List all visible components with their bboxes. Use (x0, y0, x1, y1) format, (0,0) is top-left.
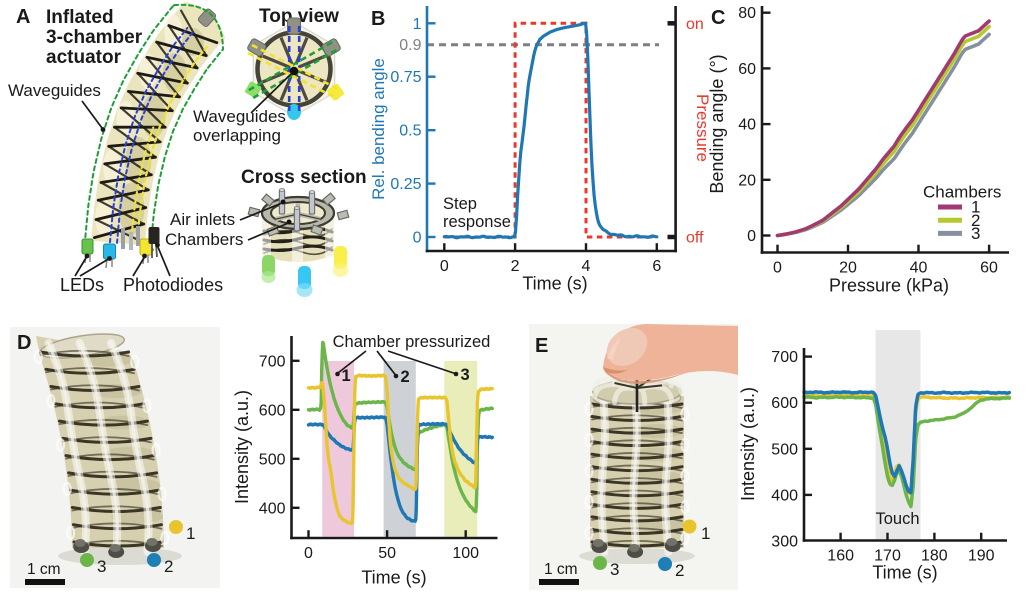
svg-text:500: 500 (259, 451, 286, 468)
svg-text:0.5: 0.5 (399, 123, 421, 140)
svg-text:1: 1 (413, 16, 422, 33)
svg-text:0: 0 (304, 545, 313, 562)
svg-text:B: B (371, 8, 385, 30)
svg-text:Chambers: Chambers (923, 183, 1001, 202)
svg-text:1 cm: 1 cm (544, 561, 578, 578)
svg-text:Pressure: Pressure (693, 94, 712, 162)
svg-text:overlapping: overlapping (193, 126, 281, 145)
svg-text:Waveguides: Waveguides (193, 107, 286, 126)
svg-text:2: 2 (164, 557, 173, 576)
svg-text:60: 60 (738, 61, 756, 78)
svg-text:actuator: actuator (46, 47, 122, 68)
svg-text:3-chamber: 3-chamber (46, 27, 143, 48)
svg-text:3: 3 (97, 557, 106, 576)
svg-text:20: 20 (738, 172, 756, 189)
svg-text:3: 3 (461, 366, 470, 384)
svg-text:Chamber pressurized: Chamber pressurized (333, 333, 491, 351)
svg-text:Rel. bending angle: Rel. bending angle (369, 58, 388, 200)
svg-text:300: 300 (771, 534, 798, 551)
svg-text:C: C (711, 7, 725, 29)
svg-text:4: 4 (582, 258, 591, 275)
svg-text:Touch: Touch (875, 510, 919, 528)
svg-text:2: 2 (511, 258, 520, 275)
svg-text:D: D (17, 332, 31, 354)
svg-text:20: 20 (839, 260, 857, 277)
svg-text:0.9: 0.9 (399, 37, 421, 54)
svg-text:0.25: 0.25 (390, 176, 421, 193)
svg-text:1: 1 (342, 367, 351, 385)
svg-text:500: 500 (771, 441, 798, 458)
svg-text:Chambers: Chambers (165, 230, 243, 249)
svg-text:Top view: Top view (259, 6, 339, 27)
svg-text:400: 400 (259, 500, 286, 517)
svg-text:40: 40 (910, 260, 928, 277)
svg-text:600: 600 (259, 402, 286, 419)
svg-text:190: 190 (968, 548, 995, 565)
svg-text:700: 700 (771, 349, 798, 366)
svg-text:3: 3 (971, 224, 980, 243)
svg-text:600: 600 (771, 395, 798, 412)
svg-text:700: 700 (259, 353, 286, 370)
svg-text:6: 6 (652, 258, 661, 275)
svg-text:LEDs: LEDs (60, 275, 104, 295)
svg-text:Cross section: Cross section (241, 167, 367, 188)
svg-text:400: 400 (771, 487, 798, 504)
svg-text:0: 0 (440, 258, 449, 275)
svg-text:Waveguides: Waveguides (8, 81, 101, 100)
svg-text:off: off (686, 230, 704, 247)
svg-text:Inflated: Inflated (46, 7, 114, 28)
svg-text:1 cm: 1 cm (27, 561, 61, 578)
svg-text:0: 0 (413, 230, 422, 247)
svg-text:80: 80 (738, 5, 756, 22)
svg-text:0.75: 0.75 (390, 69, 421, 86)
svg-text:170: 170 (874, 548, 901, 565)
svg-text:40: 40 (738, 117, 756, 134)
svg-text:0: 0 (747, 228, 756, 245)
svg-text:Pressure (kPa): Pressure (kPa) (829, 276, 949, 296)
svg-text:response: response (443, 213, 511, 231)
svg-text:0: 0 (773, 260, 782, 277)
svg-text:Intensity (a.u.): Intensity (a.u.) (738, 387, 758, 501)
svg-text:Step: Step (443, 195, 477, 213)
svg-text:1: 1 (186, 524, 195, 543)
svg-text:E: E (535, 335, 548, 357)
svg-text:1: 1 (701, 524, 710, 543)
svg-text:Air inlets: Air inlets (170, 210, 235, 229)
svg-text:2: 2 (675, 561, 684, 580)
svg-text:2: 2 (401, 368, 410, 386)
svg-text:Bending angle (°): Bending angle (°) (707, 54, 727, 193)
svg-text:on: on (686, 16, 704, 33)
svg-text:2: 2 (971, 211, 980, 230)
svg-text:Time (s): Time (s) (361, 568, 426, 588)
svg-text:Time (s): Time (s) (872, 563, 937, 583)
svg-text:50: 50 (378, 545, 396, 562)
svg-text:160: 160 (827, 548, 854, 565)
svg-text:Photodiodes: Photodiodes (123, 275, 223, 295)
svg-text:Intensity (a.u.): Intensity (a.u.) (232, 390, 252, 504)
svg-text:1: 1 (971, 198, 980, 217)
svg-text:3: 3 (610, 560, 619, 579)
svg-text:100: 100 (452, 545, 479, 562)
svg-text:A: A (16, 6, 30, 28)
svg-text:Time (s): Time (s) (522, 274, 587, 294)
svg-text:180: 180 (921, 548, 948, 565)
svg-text:60: 60 (980, 260, 998, 277)
